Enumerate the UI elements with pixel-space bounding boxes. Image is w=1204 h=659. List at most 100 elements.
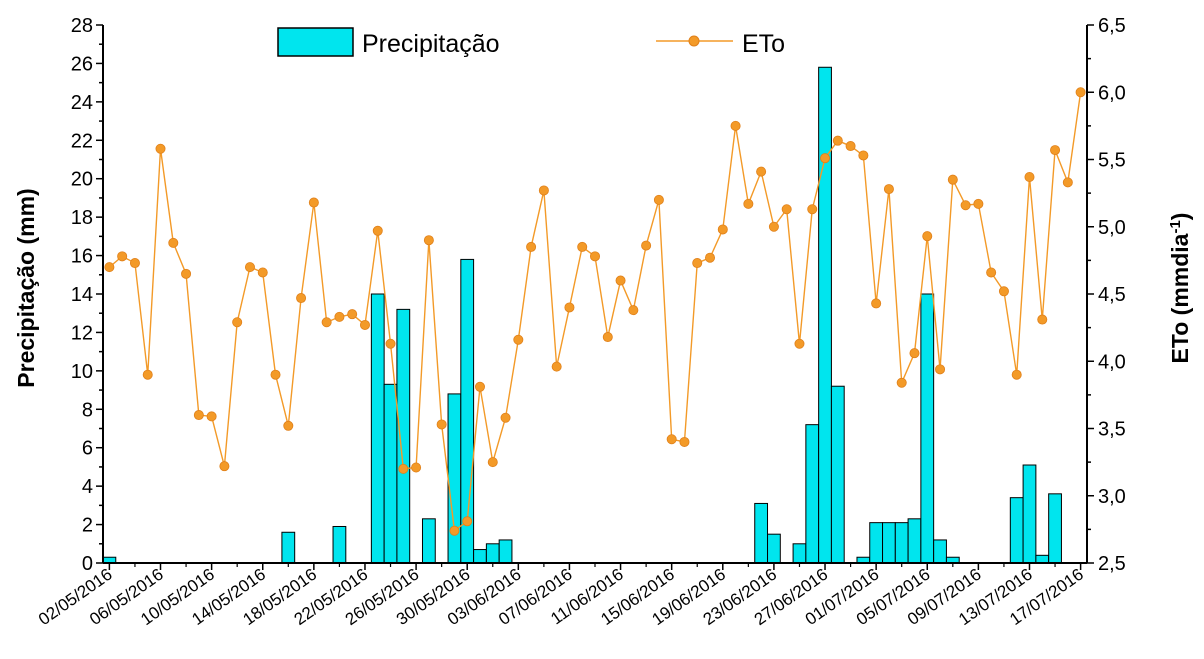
precipitation-bar [830,385,845,564]
eto-point [117,251,128,262]
precipitation-bar [473,549,487,564]
legend: Precipitação ETo [277,27,785,58]
precipitation-bar [485,543,500,564]
y-left-tick-label: 28 [71,15,93,37]
eto-point [717,224,728,235]
eto-point [538,185,549,196]
eto-point [653,194,664,205]
eto-point [385,338,396,349]
y-right-tick-label: 5,5 [1098,150,1126,172]
precipitation-bar [933,539,947,564]
eto-point [666,434,677,445]
y-right-tick-label: 4,0 [1098,351,1126,373]
y-right-tick-label: 4,5 [1098,284,1126,306]
y-left-tick-label: 12 [71,322,93,344]
eto-point [321,317,332,328]
y-axis-right-title-close: ) [1167,213,1193,221]
y-axis-left-title: Precipitação (mm) [13,188,39,387]
eto-point [334,311,345,322]
eto-point [474,381,485,392]
eto-point [781,204,792,215]
eto-point [193,410,204,421]
precipitation-bar [421,518,436,564]
eto-point [551,361,562,372]
eto-point [270,369,281,380]
eto-point [1037,314,1048,325]
y-left-tick-label: 0 [82,553,93,575]
legend-marker-eto [688,35,700,47]
eto-point [155,143,166,154]
eto-point [909,348,920,359]
precipitation-bar [396,308,411,564]
axes: 02468101214161820222426282,53,03,54,04,5… [35,15,1126,629]
legend-label-eto: ETo [742,30,785,58]
precipitation-bar [907,518,922,564]
eto-point [104,262,115,273]
y-right-tick-label: 6,5 [1098,15,1126,37]
eto-point [411,462,422,473]
eto-point [794,338,805,349]
precipitation-bar [447,393,462,564]
eto-point [347,309,358,320]
eto-point [973,198,984,209]
precipitation-bar [1048,493,1062,564]
eto-point [896,377,907,388]
eto-point [845,141,856,152]
precipitation-bar [498,539,513,564]
y-axis-right-title: ETo (mmdia-1) [1167,213,1194,364]
eto-point [462,516,473,527]
eto-point [641,240,652,251]
eto-point [526,241,537,252]
eto-point [590,251,601,262]
precipitation-bar [792,543,807,564]
eto-point [768,221,779,232]
eto-point [986,267,997,278]
legend-label-precipitation: Precipitação [362,30,500,58]
y-left-tick-label: 26 [71,53,93,75]
precipitation-bar [754,502,769,564]
precipitation-bar [818,66,832,564]
precipitation-bar [281,531,296,564]
eto-point [705,252,716,263]
y-right-tick-label: 6,0 [1098,82,1126,104]
eto-point [487,457,498,468]
precipitation-bar [370,293,385,564]
y-left-tick-label: 20 [71,169,93,191]
precipitation-bar [383,383,398,564]
y-right-tick-label: 3,5 [1098,419,1126,441]
eto-point [935,364,946,375]
eto-point [577,241,588,252]
eto-point [142,369,153,380]
eto-point [832,135,843,146]
eto-point [1062,177,1073,188]
legend-swatch-precipitation [277,27,354,57]
eto-point [679,436,690,447]
eto-point [858,150,869,161]
eto-point [820,153,831,164]
eto-point [602,332,613,343]
y-right-tick-label: 5,0 [1098,217,1126,239]
y-left-tick-label: 14 [71,284,93,306]
eto-point [129,258,140,269]
eto-point [219,461,230,472]
eto-line [108,92,1082,532]
eto-point [1024,171,1035,182]
eto-point [372,225,383,236]
y-left-tick-label: 10 [71,361,93,383]
y-left-tick-label: 24 [71,92,93,114]
eto-point [513,334,524,345]
eto-point [564,302,575,313]
precipitation-bar [332,525,347,564]
y-axis-right-title-sup: -1 [1167,220,1184,233]
eto-point [181,268,192,279]
eto-point [206,411,217,422]
eto-point [883,184,894,195]
precipitation-bars [102,66,1062,564]
eto-point [1050,145,1061,156]
eto-point [998,286,1009,297]
eto-point [308,197,319,208]
precipitation-bar [805,424,820,564]
eto-series [104,87,1086,536]
eto-point [500,412,511,423]
